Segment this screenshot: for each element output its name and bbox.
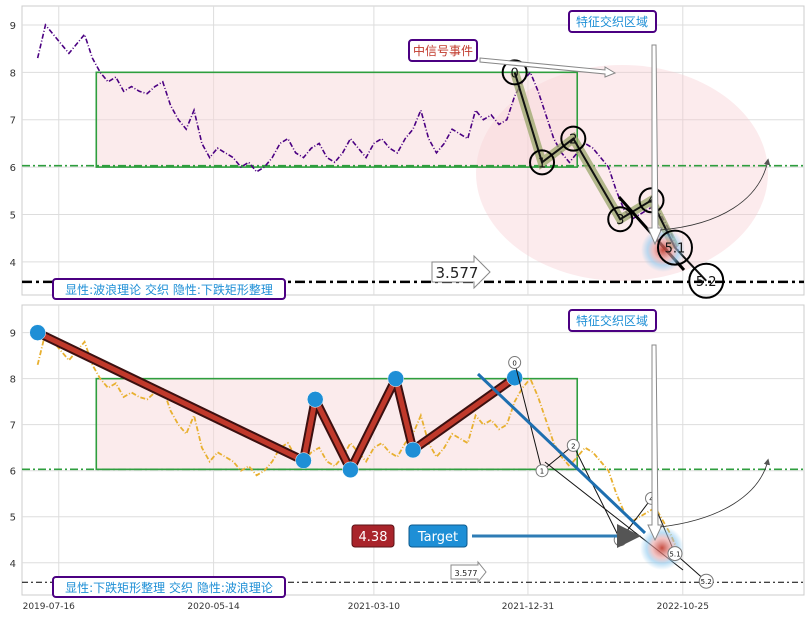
bottom-target-label-box: [408, 524, 468, 548]
y-tick-label: 7: [10, 116, 16, 127]
top-target-arrow-shape: [431, 254, 491, 290]
wave-marker: [607, 206, 634, 233]
top-caption: 显性:波浪理论 交织 隐性:下跌矩形整理: [65, 282, 273, 297]
y-tick-label: 9: [10, 21, 16, 32]
top-rectangle-zone: [95, 71, 579, 168]
x-tick-labels: 2019-07-16 2020-05-14 2021-03-10 2021-12-31…: [23, 602, 709, 612]
wave-marker: [501, 59, 528, 86]
pattern-point: [29, 324, 46, 341]
top-wave-labels: 012345.15.2: [501, 59, 725, 299]
wave-label: 1: [538, 156, 546, 171]
bottom-target-value: 4.38: [359, 530, 388, 545]
wave-label: 5.1: [665, 242, 686, 257]
y-tick-label: 9: [10, 329, 16, 340]
bottom-pattern-points: [29, 324, 523, 479]
pattern-point: [387, 370, 405, 387]
y-tick-label: 8: [10, 375, 16, 386]
wave-label: 3: [616, 213, 624, 228]
wave-label: 0: [512, 360, 516, 368]
pattern-point: [506, 369, 523, 386]
top-signal-label-box: [408, 39, 478, 62]
y-tick-label: 8: [10, 68, 16, 79]
x-tick-label: 2021-03-10: [348, 602, 401, 612]
wave-label: 5.2: [701, 578, 712, 586]
bottom-y-tick-labels: 4 5 6 7 8 9: [10, 329, 16, 570]
y-tick-label: 4: [10, 258, 16, 269]
bottom-vertical-arrow: [647, 344, 663, 542]
top-signal-label: 中信号事件: [413, 43, 473, 58]
wave-marker: [566, 438, 580, 452]
wave-marker: [667, 546, 683, 562]
y-tick-label: 5: [10, 210, 16, 221]
bottom-panel: 4 5 6 7 8 9 0 1 2 3 4 5.1 5.2 4.38 Target 3.577 特征交…: [10, 304, 805, 612]
x-tick-label: 2020-05-14: [187, 602, 240, 612]
wave-label: 2: [571, 442, 575, 450]
x-tick-label: 2019-07-16: [23, 602, 76, 612]
bottom-target-label: Target: [417, 530, 458, 545]
bottom-target-small-arrow: [450, 560, 487, 584]
top-signal-arrow: [479, 57, 617, 78]
pattern-point: [307, 391, 324, 408]
y-tick-label: 5: [10, 513, 16, 524]
wave-marker: [688, 262, 725, 299]
wave-label: 0: [511, 66, 519, 81]
pattern-point: [404, 441, 422, 459]
wave-label: 3: [618, 537, 622, 545]
wave-label: 5.1: [669, 551, 680, 559]
x-tick-label: 2021-12-31: [502, 602, 554, 612]
top-y-tick-labels: 4 5 6 7 8 9: [10, 21, 16, 269]
top-feature-label: 特征交织区域: [576, 14, 648, 29]
pattern-point: [295, 452, 312, 469]
bottom-feature-label: 特征交织区域: [576, 313, 648, 328]
wave-marker: [560, 125, 587, 152]
y-tick-label: 6: [10, 467, 16, 478]
x-tick-label: 2022-10-25: [657, 602, 709, 612]
wave-marker: [535, 464, 549, 478]
top-panel: 4 5 6 7 8 9 0 1 2 3 4 5.1 5.2 3.577 中信号事件 特征交织区域 显性…: [10, 5, 805, 300]
y-tick-label: 6: [10, 163, 16, 174]
wave-label: 5.2: [696, 275, 717, 290]
top-caption-box: [52, 278, 286, 300]
bottom-price-series: [36, 330, 680, 554]
bottom-caption: 显性:下跌矩形整理 交织 隐性:波浪理论: [65, 580, 273, 595]
pattern-point: [342, 461, 359, 479]
wave-marker: [698, 573, 714, 589]
wave-marker: [508, 356, 522, 370]
bottom-blue-projection: [476, 372, 647, 535]
top-target-glow: [641, 228, 685, 272]
top-curve-arrow: [659, 158, 771, 231]
bottom-curve-arrow: [659, 458, 771, 528]
bottom-wave-labels: 012345.15.2: [508, 356, 714, 589]
top-vertical-arrow: [647, 44, 663, 246]
wave-marker: [529, 149, 556, 176]
wave-label: 2: [569, 133, 577, 148]
y-tick-label: 7: [10, 421, 16, 432]
top-feature-label-box: [568, 10, 657, 33]
wave-marker: [656, 229, 693, 266]
bottom-caption-box: [52, 576, 286, 598]
y-tick-label: 4: [10, 559, 16, 570]
wave-label: 1: [540, 468, 544, 476]
top-target-value: 3.577: [436, 264, 479, 282]
bottom-feature-label-box: [568, 309, 657, 332]
bottom-target-value-box: [351, 524, 395, 548]
bottom-target-small-value: 3.577: [455, 569, 478, 578]
